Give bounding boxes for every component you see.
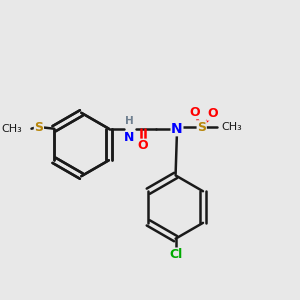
- Text: N: N: [171, 122, 183, 136]
- Text: CH₃: CH₃: [1, 124, 22, 134]
- Text: S: S: [34, 121, 43, 134]
- Text: Cl: Cl: [169, 248, 182, 261]
- Text: CH₃: CH₃: [221, 122, 242, 132]
- Text: H: H: [125, 116, 134, 127]
- Text: O: O: [138, 139, 148, 152]
- Text: N: N: [124, 131, 135, 144]
- Text: S: S: [197, 121, 206, 134]
- Text: O: O: [190, 106, 200, 119]
- Text: O: O: [207, 107, 218, 120]
